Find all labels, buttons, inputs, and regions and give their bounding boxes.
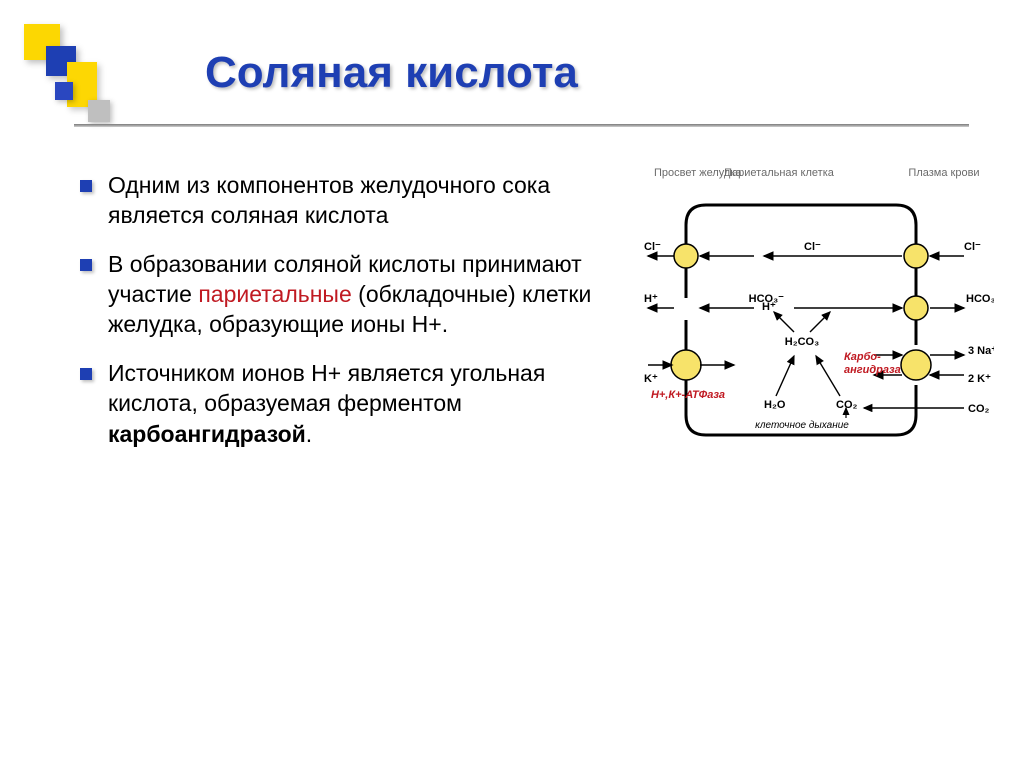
atpase-icon: [671, 350, 701, 380]
bullet-text: .: [306, 421, 312, 447]
bullet-text: Источником ионов Н+ является угольная ки…: [108, 360, 545, 416]
label-carbo1: Карбо-: [844, 351, 881, 363]
bullet-item: В образовании соляной кислоты принимают …: [74, 249, 639, 340]
highlight-carbo: карбоангидразой: [108, 421, 306, 447]
page-title: Соляная кислота: [205, 48, 578, 98]
ion-h2co3: H₂CO₃: [785, 336, 819, 348]
bullet-list: Одним из компонентов желудочного сока яв…: [74, 170, 639, 449]
ion-h: H⁺: [644, 293, 658, 305]
ion-co2r: CO₂: [968, 403, 990, 415]
bullet-text: Одним из компонентов желудочного сока яв…: [108, 172, 550, 228]
arrow: [776, 356, 794, 396]
label-atpase: Н+,К+-АТФаза: [651, 389, 725, 401]
ion-k2: 2 K⁺: [968, 373, 991, 385]
bullet-item: Источником ионов Н+ является угольная ки…: [74, 358, 639, 449]
parietal-cell-diagram: Просвет желудка Париетальная клетка Плаз…: [634, 160, 994, 480]
label-plasma: Плазма крови: [908, 167, 979, 179]
ion-h2o: H₂O: [764, 399, 786, 411]
ion-cl: Cl⁻: [964, 241, 981, 253]
ion-h: H⁺: [762, 301, 776, 313]
arrow: [774, 312, 794, 332]
channel-icon: [674, 244, 698, 268]
title-rule: [74, 124, 969, 127]
decor-small-blue: [55, 82, 73, 100]
bullet-item: Одним из компонентов желудочного сока яв…: [74, 170, 639, 231]
decor-small-gray: [88, 100, 110, 122]
naK-atpase-icon: [901, 350, 931, 380]
ion-na: 3 Na⁺: [968, 345, 994, 357]
channel-icon: [904, 244, 928, 268]
channel-icon: [904, 296, 928, 320]
arrow: [810, 312, 830, 332]
body-content: Одним из компонентов желудочного сока яв…: [74, 170, 639, 467]
arrow: [816, 356, 840, 396]
highlight-parietal: париетальные: [198, 281, 351, 307]
ion-co2: CO₂: [836, 399, 858, 411]
label-carbo2: ангидраза: [844, 364, 901, 376]
label-respiration: клеточное дыхание: [755, 420, 849, 431]
ion-cl: Cl⁻: [644, 241, 661, 253]
ion-k: K⁺: [644, 373, 658, 385]
ion-hco3: HCO₃⁻: [966, 293, 994, 305]
decor-cluster: [55, 62, 115, 117]
ion-cl: Cl⁻: [804, 241, 821, 253]
label-cell: Париетальная клетка: [724, 167, 835, 179]
